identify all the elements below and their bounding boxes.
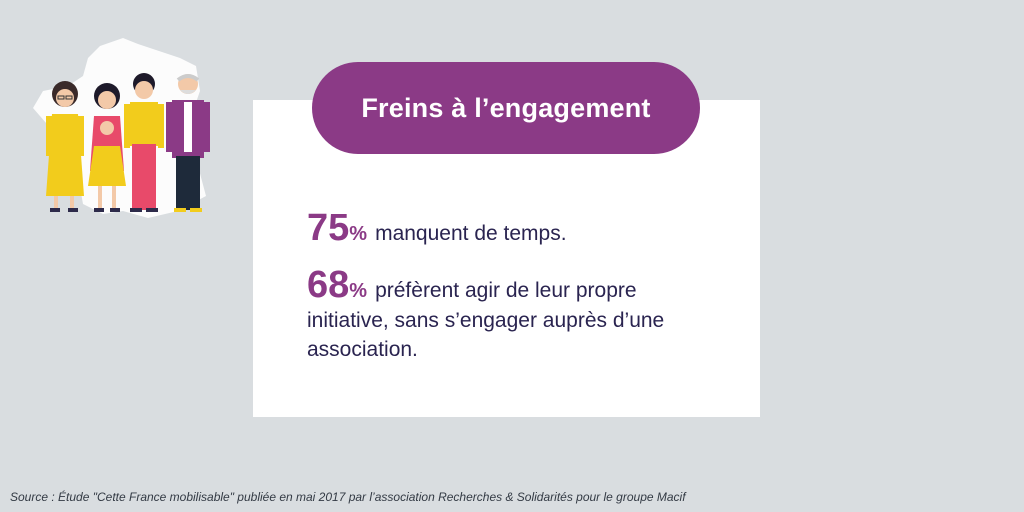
- woman-figure: [46, 81, 84, 212]
- source-citation: Source : Étude "Cette France mobilisable…: [10, 490, 686, 504]
- young-man-figure: [124, 73, 164, 212]
- stat-item: 75% manquent de temps.: [307, 209, 687, 249]
- stat-unit: %: [349, 280, 368, 302]
- page-title: Freins à l’engagement: [361, 92, 651, 123]
- family-illustration: [33, 38, 210, 218]
- stat-item: 68% préfèrent agir de leur propre initiat…: [307, 266, 687, 364]
- mother-with-baby-figure: [88, 83, 126, 212]
- stat-number: 68: [307, 264, 350, 306]
- stat-text: préfèrent agir de leur propre initiative…: [307, 279, 665, 361]
- old-man-figure: [166, 74, 210, 212]
- stat-text: manquent de temps.: [375, 222, 567, 245]
- stat-unit: %: [349, 223, 368, 245]
- title-banner: Freins à l’engagement: [312, 62, 700, 154]
- stat-number: 75: [307, 207, 350, 249]
